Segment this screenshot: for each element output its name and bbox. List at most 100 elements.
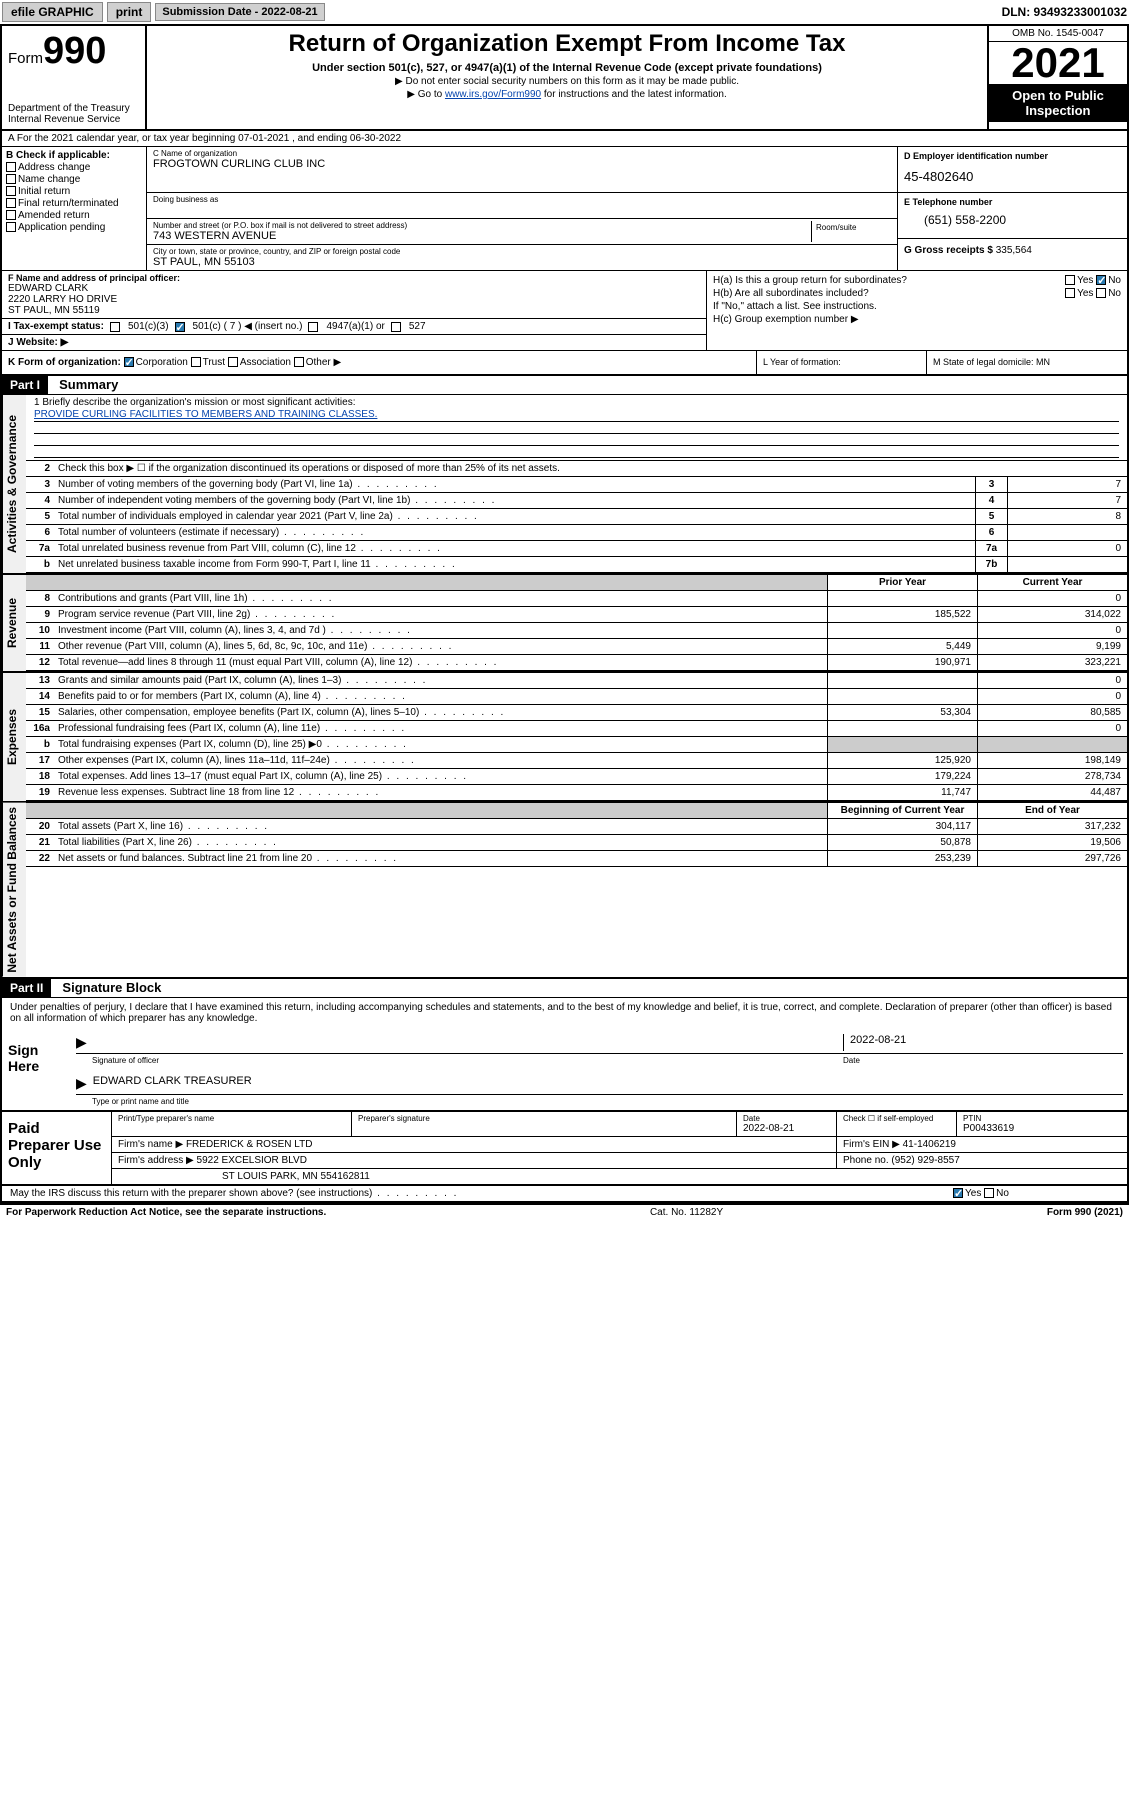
website-row: J Website: ▶ [2,335,706,350]
chk-amended[interactable]: Amended return [6,210,142,221]
city-label: City or town, state or province, country… [153,247,891,256]
section-cd: C Name of organization FROGTOWN CURLING … [147,147,897,270]
form-title: Return of Organization Exempt From Incom… [155,30,979,58]
header-mid: Return of Organization Exempt From Incom… [147,26,987,129]
summary-row: 11Other revenue (Part VIII, column (A), … [26,639,1127,655]
section-fhij: F Name and address of principal officer:… [2,271,1127,351]
chk-4947[interactable] [308,322,318,332]
ein-label: D Employer identification number [904,151,1121,161]
ha-yes[interactable] [1065,275,1075,285]
sign-here-row: Sign Here ▶ 2022-08-21 Signature of offi… [2,1028,1127,1112]
hdr-beg: Beginning of Current Year [827,803,977,818]
street-label: Number and street (or P.O. box if mail i… [153,221,811,230]
ha-no[interactable] [1096,275,1106,285]
hb-yes[interactable] [1065,288,1075,298]
city-box: City or town, state or province, country… [147,245,897,270]
suite-box: Room/suite [811,221,891,242]
summary-row: 5Total number of individuals employed in… [26,509,1127,525]
chk-501c[interactable] [175,322,185,332]
hdr-curr: Current Year [977,575,1127,590]
topbar: efile GRAPHIC print Submission Date - 20… [0,0,1129,24]
section-klm: K Form of organization: Corporation Trus… [2,351,1127,376]
summary-row: 4Number of independent voting members of… [26,493,1127,509]
chk-assoc[interactable] [228,357,238,367]
discuss-yes[interactable] [953,1188,963,1198]
officer-box: F Name and address of principal officer:… [2,271,706,319]
sig-date: 2022-08-21 [843,1034,1123,1051]
part1-title: Summary [51,375,126,394]
chk-other[interactable] [294,357,304,367]
prep-row-1: Print/Type preparer's name Preparer's si… [112,1112,1127,1137]
dba-box: Doing business as [147,193,897,219]
gross-box: G Gross receipts $ 335,564 [898,239,1127,262]
prep-row-addr2: ST LOUIS PARK, MN 554162811 [112,1169,1127,1184]
note-link: ▶ Go to www.irs.gov/Form990 for instruct… [155,89,979,100]
row-a-tax-year: A For the 2021 calendar year, or tax yea… [2,131,1127,147]
footer-right: Form 990 (2021) [1047,1207,1123,1218]
section-b: B Check if applicable: Address change Na… [2,147,147,270]
discuss-no[interactable] [984,1188,994,1198]
chk-527[interactable] [391,322,401,332]
submission-date: Submission Date - 2022-08-21 [155,3,324,21]
k-label: K Form of organization: [8,357,121,368]
org-name-box: C Name of organization FROGTOWN CURLING … [147,147,897,193]
sig-name: EDWARD CLARK TREASURER [93,1075,1123,1092]
form-header: Form990 Department of the Treasury Inter… [2,26,1127,131]
print-button[interactable]: print [107,2,152,22]
officer-name: EDWARD CLARK [8,283,700,294]
prep-row-addr: Firm's address ▶ 5922 EXCELSIOR BLVD Pho… [112,1153,1127,1169]
sign-here-label: Sign Here [2,1028,72,1110]
officer-addr1: 2220 LARRY HO DRIVE [8,294,700,305]
section-h: H(a) Is this a group return for subordin… [707,271,1127,350]
efile-button[interactable]: efile GRAPHIC [2,2,103,22]
irs-label: Internal Revenue Service [8,114,139,125]
hb-no[interactable] [1096,288,1106,298]
part2-hdr: Part II [2,979,51,997]
header-left: Form990 Department of the Treasury Inter… [2,26,147,129]
summary-row: 6Total number of volunteers (estimate if… [26,525,1127,541]
discuss-row: May the IRS discuss this return with the… [2,1186,1127,1203]
summary-exp: Expenses 13Grants and similar amounts pa… [2,673,1127,803]
chk-pending[interactable]: Application pending [6,222,142,233]
summary-row: 21Total liabilities (Part X, line 26)50,… [26,835,1127,851]
hb-note: If "No," attach a list. See instructions… [713,301,1121,312]
phone-value: (651) 558-2200 [904,207,1121,227]
mission-label: 1 Briefly describe the organization's mi… [34,397,1119,408]
discuss-q: May the IRS discuss this return with the… [10,1188,458,1199]
ha-label: H(a) Is this a group return for subordin… [713,275,907,286]
chk-initial[interactable]: Initial return [6,186,142,197]
tax-exempt-row: I Tax-exempt status: 501(c)(3) 501(c) ( … [2,319,706,335]
chk-501c3[interactable] [110,322,120,332]
summary-row: 18Total expenses. Add lines 13–17 (must … [26,769,1127,785]
preparer-block: Paid Preparer Use Only Print/Type prepar… [2,1112,1127,1186]
hb-label: H(b) Are all subordinates included? [713,288,869,299]
street-value: 743 WESTERN AVENUE [153,230,811,242]
section-m: M State of legal domicile: MN [927,351,1127,374]
part2-title: Signature Block [54,978,169,997]
dln: DLN: 93493233001032 [1002,5,1127,19]
open-to-public: Open to Public Inspection [989,84,1127,122]
line-2: 2 Check this box ▶ ☐ if the organization… [26,461,1127,477]
summary-row: 3Number of voting members of the governi… [26,477,1127,493]
irs-link[interactable]: www.irs.gov/Form990 [445,89,541,100]
officer-addr2: ST PAUL, MN 55119 [8,305,700,316]
summary-row: 7aTotal unrelated business revenue from … [26,541,1127,557]
hdr-prior: Prior Year [827,575,977,590]
chk-trust[interactable] [191,357,201,367]
form-prefix: Form [8,50,43,67]
summary-row: 15Salaries, other compensation, employee… [26,705,1127,721]
mission-text: PROVIDE CURLING FACILITIES TO MEMBERS AN… [34,408,1119,422]
summary-row: 17Other expenses (Part IX, column (A), l… [26,753,1127,769]
gross-label: G Gross receipts $ [904,245,993,256]
footer-mid: Cat. No. 11282Y [326,1207,1047,1218]
fhij-left: F Name and address of principal officer:… [2,271,707,350]
summary-row: 14Benefits paid to or for members (Part … [26,689,1127,705]
part1-hdr: Part I [2,376,48,394]
chk-name[interactable]: Name change [6,174,142,185]
chk-final[interactable]: Final return/terminated [6,198,142,209]
chk-address[interactable]: Address change [6,162,142,173]
summary-row: 9Program service revenue (Part VIII, lin… [26,607,1127,623]
preparer-label: Paid Preparer Use Only [2,1112,112,1184]
na-header: Beginning of Current Year End of Year [26,803,1127,819]
chk-corp[interactable] [124,357,134,367]
